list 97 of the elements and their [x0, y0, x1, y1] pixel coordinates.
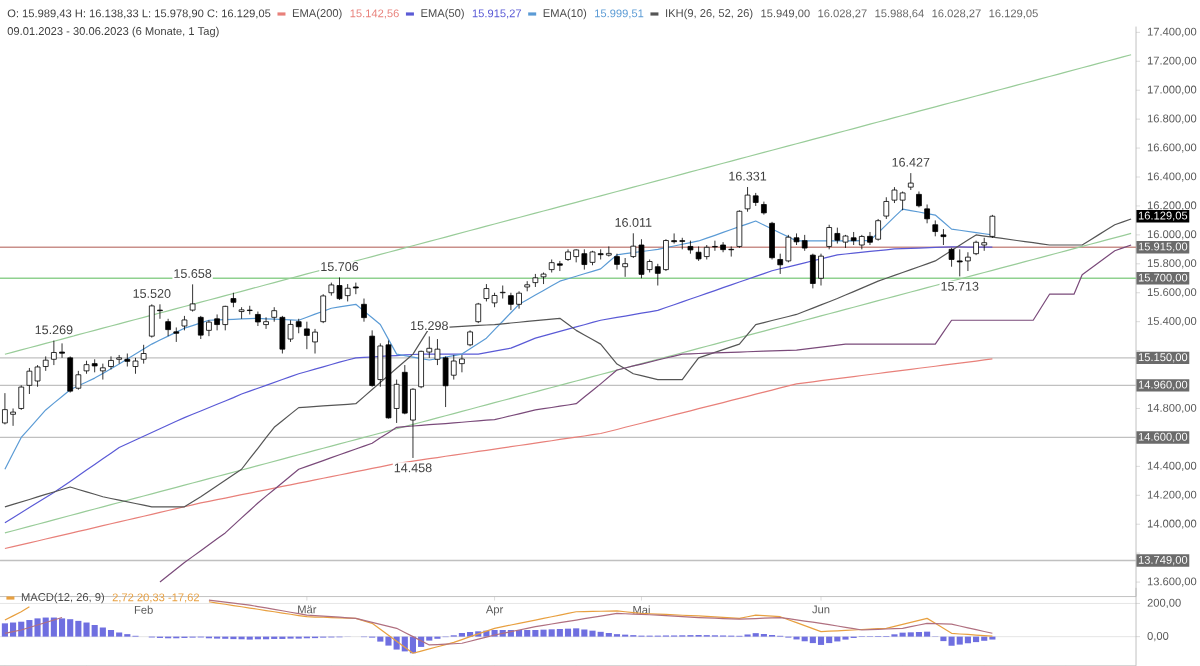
bar [564, 628, 572, 637]
candlestick [140, 344, 147, 365]
candlestick [312, 328, 318, 354]
candlestick [622, 257, 628, 278]
candlestick [614, 253, 620, 270]
candlestick [769, 221, 775, 260]
bar [34, 618, 41, 637]
bar [532, 629, 539, 637]
bar [1, 623, 8, 637]
candlestick [222, 305, 229, 331]
bar [809, 636, 816, 644]
candlestick [948, 247, 955, 268]
candlestick [924, 204, 930, 224]
bar [597, 631, 604, 637]
bar [83, 622, 90, 637]
candlestick [499, 285, 506, 299]
candlestick [442, 356, 449, 408]
candlestick [785, 234, 792, 263]
candlestick [320, 293, 327, 324]
bar [91, 625, 98, 637]
candlestick [899, 191, 906, 211]
candlestick [883, 196, 890, 220]
candlestick [124, 353, 131, 367]
bar [99, 627, 106, 637]
bar [817, 636, 825, 645]
candlestick [59, 342, 65, 359]
candlestick [450, 354, 457, 380]
candlestick [744, 186, 751, 213]
bar [26, 620, 33, 637]
candlestick [2, 392, 8, 425]
candlestick [238, 306, 245, 320]
candlestick [850, 231, 857, 246]
candlestick [638, 238, 645, 279]
candlestick [51, 340, 57, 366]
candlestick [557, 260, 563, 272]
bar [924, 631, 931, 637]
bar [18, 621, 25, 637]
candlestick [720, 241, 726, 253]
candlestick [108, 356, 114, 370]
candlestick [34, 364, 41, 388]
candlestick [597, 248, 604, 260]
bar [107, 629, 115, 637]
candlestick [989, 214, 996, 239]
candlestick [679, 237, 686, 250]
bar [42, 617, 49, 637]
candlestick [197, 315, 204, 340]
bar [524, 629, 531, 637]
candlestick [940, 228, 947, 246]
bar [573, 628, 580, 637]
bar [826, 636, 833, 644]
candlestick [712, 240, 718, 252]
bar [956, 636, 963, 645]
bar [50, 617, 57, 637]
candlestick [818, 253, 824, 286]
bar [948, 636, 955, 646]
bar [67, 619, 74, 637]
candlestick [875, 218, 881, 242]
candlestick [663, 238, 669, 272]
bar [548, 629, 555, 637]
bar [556, 629, 563, 637]
bar [75, 620, 82, 637]
candlestick [736, 209, 743, 249]
bar [385, 636, 392, 646]
candlestick [214, 314, 220, 331]
candlestick [459, 354, 465, 373]
candlestick [189, 283, 196, 312]
candlestick [206, 319, 212, 337]
bar [589, 630, 596, 637]
candlestick [981, 237, 988, 252]
candlestick [287, 319, 294, 343]
candlestick [956, 248, 963, 277]
candlestick [581, 248, 588, 270]
candlestick [173, 327, 180, 343]
candlestick [810, 253, 816, 289]
candlestick [148, 303, 155, 338]
bar [377, 636, 384, 642]
candlestick [279, 315, 286, 354]
candlestick [67, 356, 74, 393]
candlestick [508, 292, 514, 311]
candlestick [401, 364, 408, 415]
candlestick [965, 251, 971, 272]
candlestick [91, 358, 98, 373]
candlestick [418, 350, 424, 389]
bar [915, 631, 922, 637]
candlestick [605, 246, 612, 257]
candlestick [18, 384, 25, 411]
bar [581, 629, 588, 637]
candlestick [304, 321, 310, 350]
candlestick [336, 277, 343, 301]
bar [540, 629, 547, 637]
candlestick [361, 298, 367, 323]
candlestick [165, 318, 171, 337]
candlestick [826, 224, 833, 250]
bar [58, 618, 66, 637]
candlestick [263, 316, 269, 330]
candlestick [10, 408, 16, 427]
candlestick [26, 367, 33, 395]
